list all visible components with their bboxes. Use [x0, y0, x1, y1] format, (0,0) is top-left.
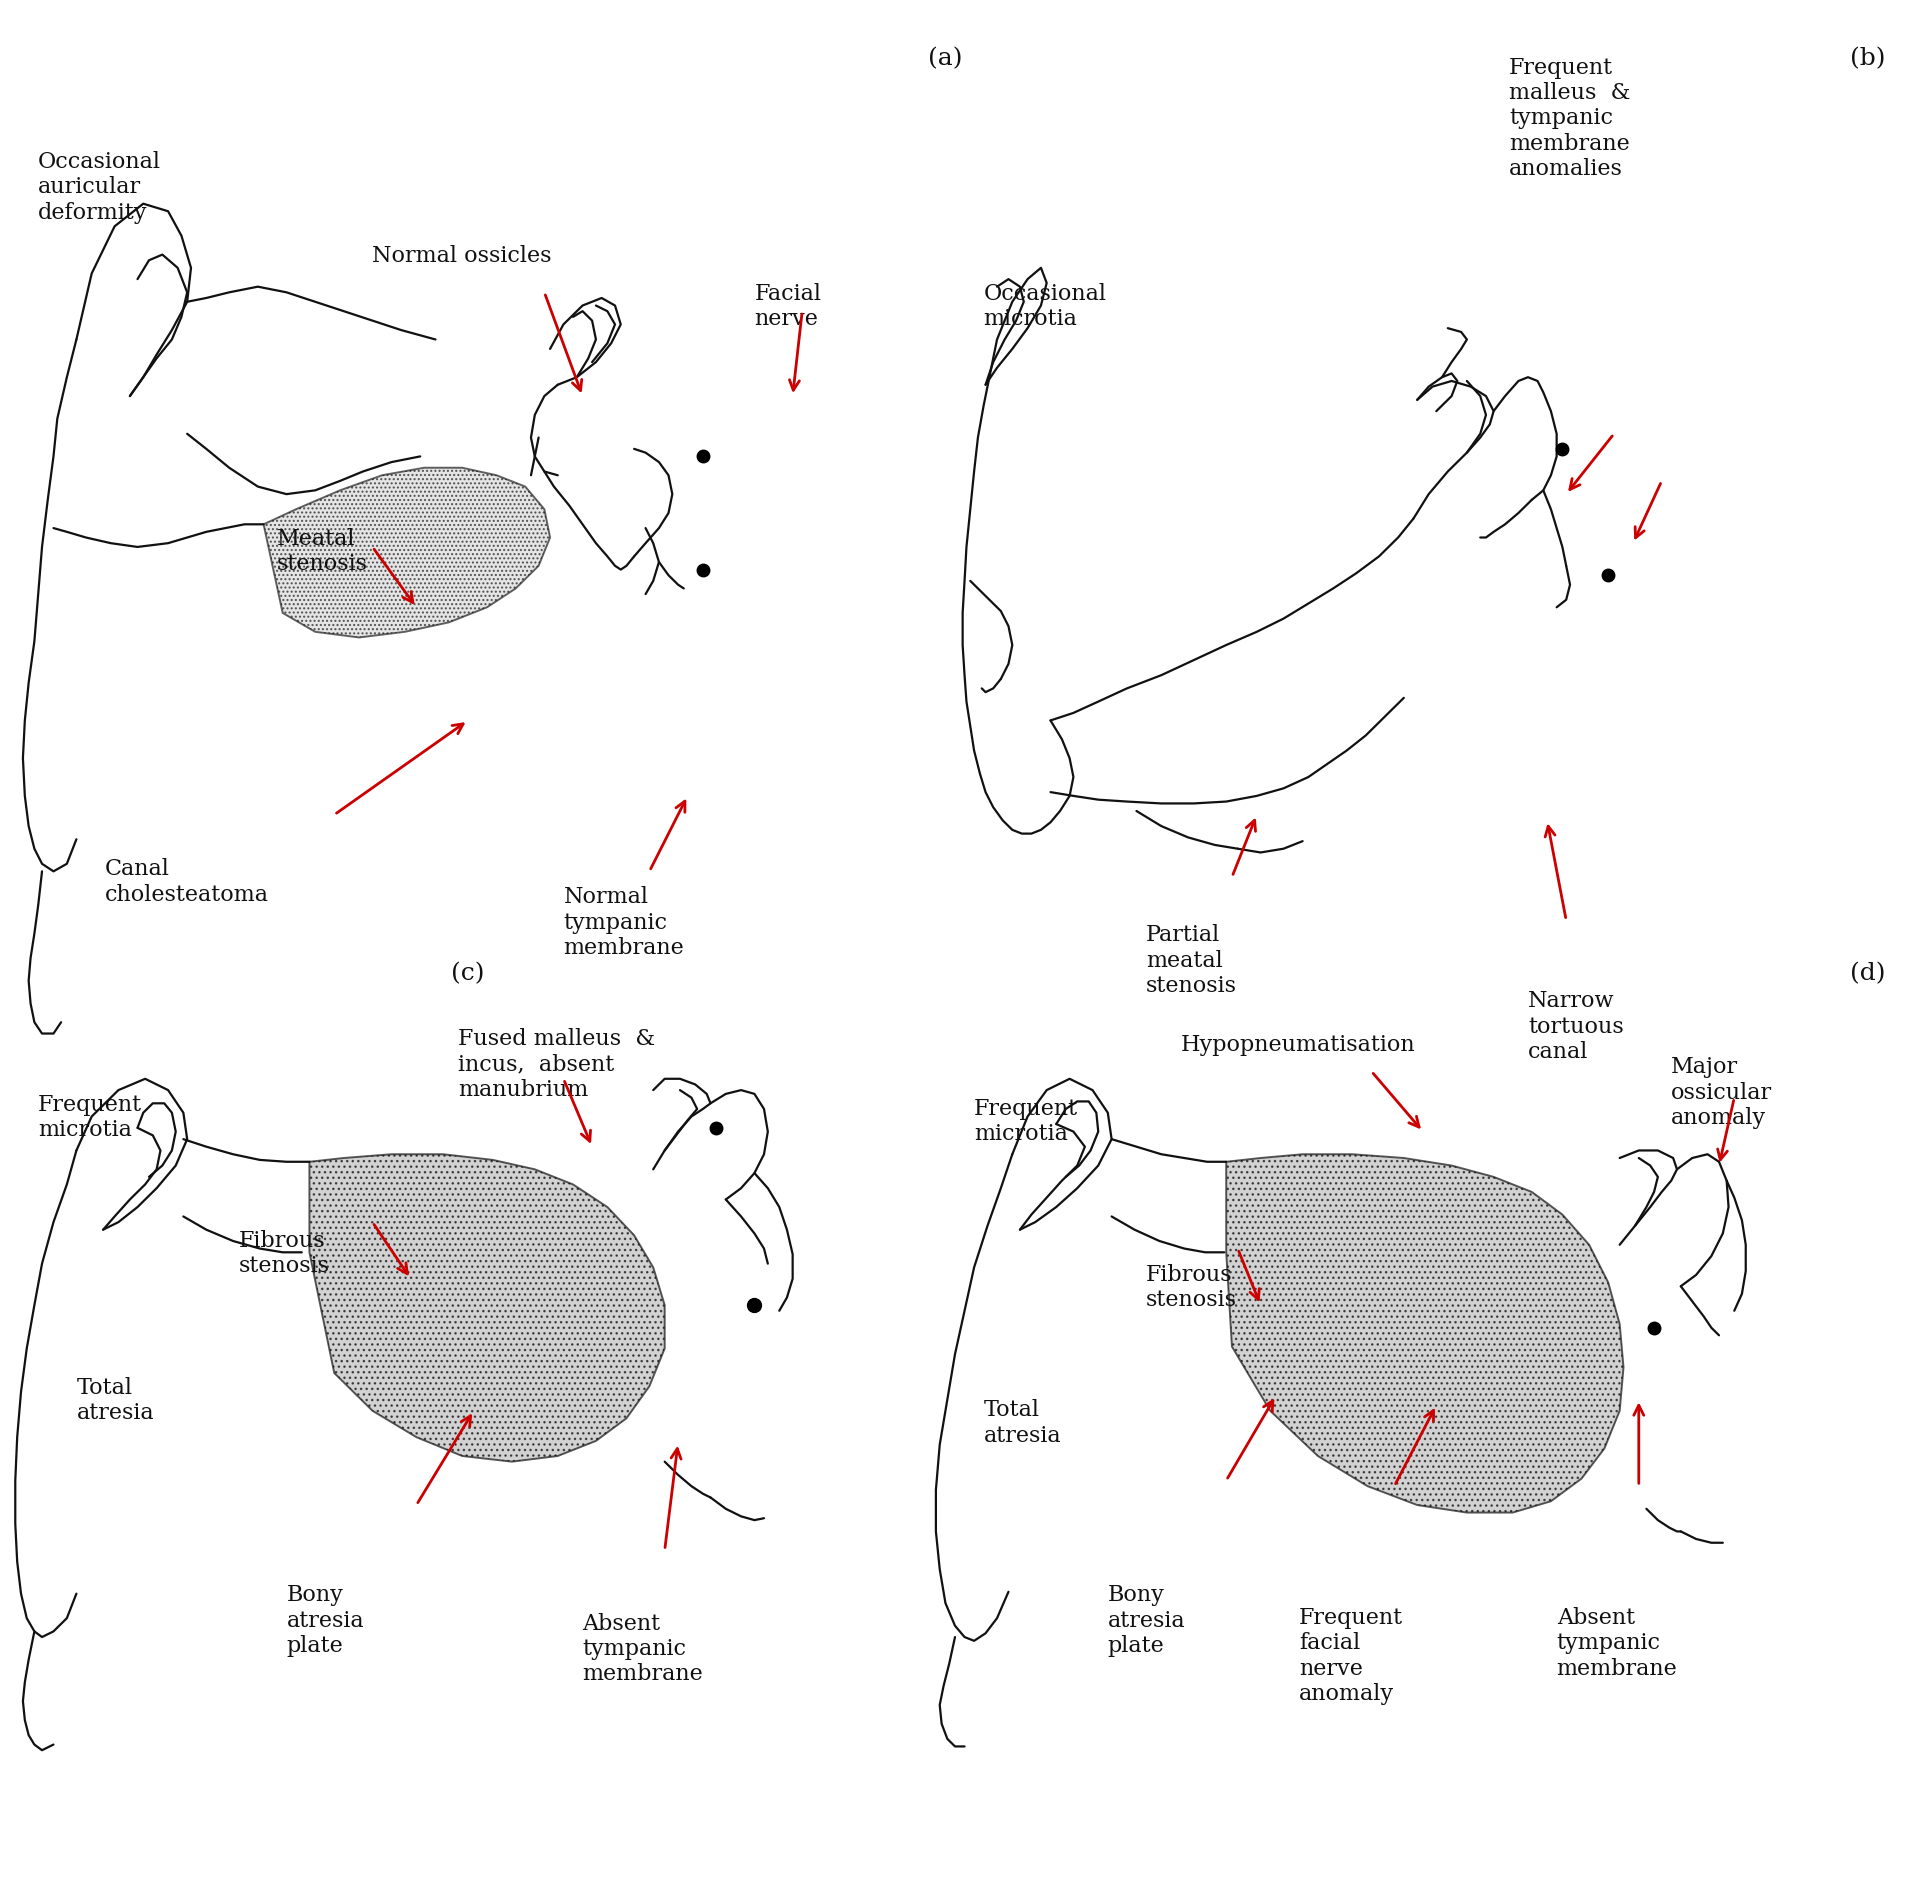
Text: (a): (a)	[928, 47, 963, 70]
Text: Occasional
auricular
deformity: Occasional auricular deformity	[38, 151, 160, 224]
Text: Major
ossicular
anomaly: Major ossicular anomaly	[1671, 1056, 1772, 1130]
Text: Absent
tympanic
membrane: Absent tympanic membrane	[1557, 1607, 1677, 1680]
Text: Total
atresia: Total atresia	[984, 1399, 1062, 1447]
Text: Fibrous
stenosis: Fibrous stenosis	[239, 1230, 330, 1277]
Text: (d): (d)	[1851, 962, 1885, 984]
Text: Bony
atresia
plate: Bony atresia plate	[286, 1584, 365, 1658]
Text: Occasional
microtia: Occasional microtia	[984, 283, 1106, 330]
Text: Hypopneumatisation: Hypopneumatisation	[1180, 1034, 1415, 1056]
Text: Fused malleus  &
incus,  absent
manubrium: Fused malleus & incus, absent manubrium	[458, 1028, 655, 1101]
Polygon shape	[1226, 1154, 1624, 1513]
Text: Frequent
microtia: Frequent microtia	[38, 1094, 143, 1141]
Text: Facial
nerve: Facial nerve	[754, 283, 821, 330]
Text: Total
atresia: Total atresia	[76, 1377, 155, 1424]
Text: Normal
tympanic
membrane: Normal tympanic membrane	[563, 886, 684, 960]
Text: Frequent
facial
nerve
anomaly: Frequent facial nerve anomaly	[1299, 1607, 1404, 1705]
Text: Normal ossicles: Normal ossicles	[372, 245, 552, 268]
Text: Fibrous
stenosis: Fibrous stenosis	[1146, 1264, 1238, 1311]
Polygon shape	[264, 468, 550, 637]
Text: (c): (c)	[451, 962, 485, 984]
Text: (b): (b)	[1851, 47, 1885, 70]
Text: Bony
atresia
plate: Bony atresia plate	[1108, 1584, 1186, 1658]
Text: Absent
tympanic
membrane: Absent tympanic membrane	[583, 1613, 703, 1686]
Polygon shape	[309, 1154, 665, 1462]
Text: Canal
cholesteatoma: Canal cholesteatoma	[105, 858, 269, 905]
Text: Frequent
microtia: Frequent microtia	[974, 1098, 1079, 1145]
Text: Partial
meatal
stenosis: Partial meatal stenosis	[1146, 924, 1238, 998]
Text: Meatal
stenosis: Meatal stenosis	[277, 528, 369, 575]
Text: Frequent
malleus  &
tympanic
membrane
anomalies: Frequent malleus & tympanic membrane ano…	[1509, 57, 1631, 181]
Text: Narrow
tortuous
canal: Narrow tortuous canal	[1528, 990, 1623, 1064]
